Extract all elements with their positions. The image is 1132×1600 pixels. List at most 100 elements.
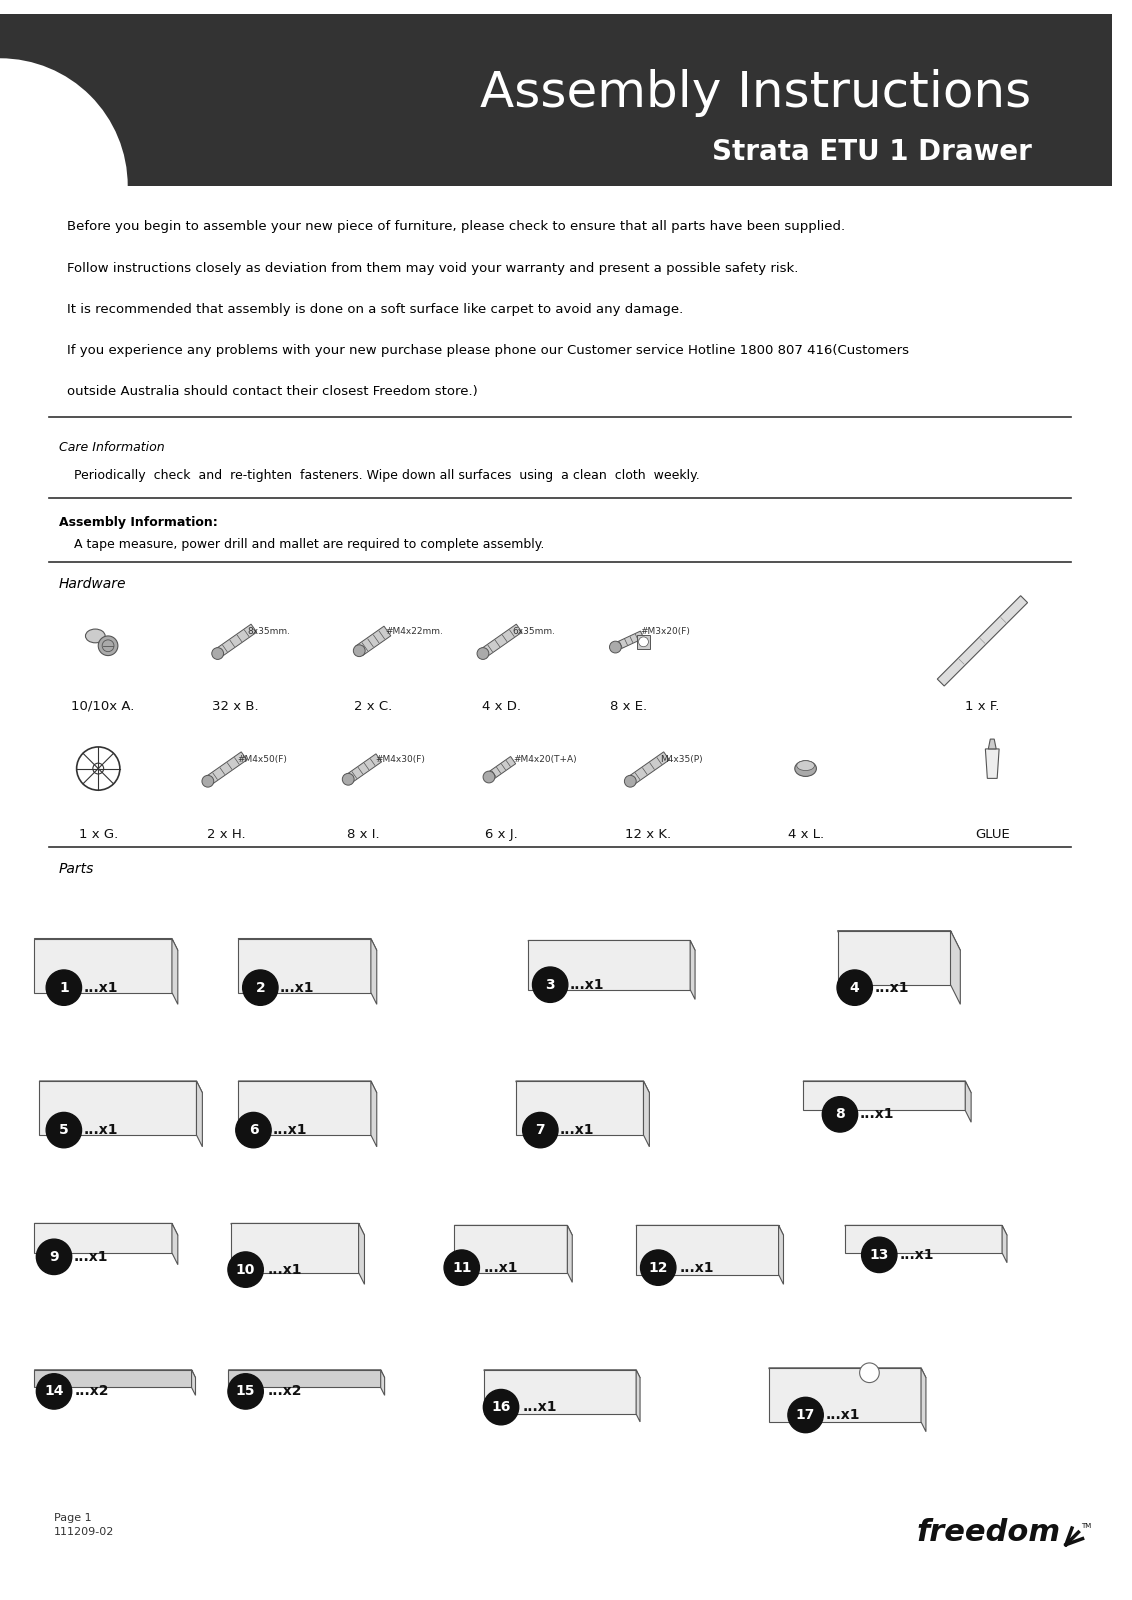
Polygon shape <box>40 1082 197 1134</box>
Text: 1 x F.: 1 x F. <box>966 699 1000 712</box>
Polygon shape <box>779 1226 783 1285</box>
Polygon shape <box>528 941 695 950</box>
Polygon shape <box>172 1224 178 1264</box>
Text: Page 1
111209-02: Page 1 111209-02 <box>54 1514 114 1538</box>
Polygon shape <box>951 931 960 1005</box>
Text: 11: 11 <box>452 1261 472 1275</box>
Text: ...x1: ...x1 <box>523 1400 557 1414</box>
Text: Assembly Information:: Assembly Information: <box>59 517 217 530</box>
Text: ...x1: ...x1 <box>84 981 118 995</box>
Text: freedom: freedom <box>917 1518 1061 1547</box>
Polygon shape <box>229 1370 385 1378</box>
Text: Strata ETU 1 Drawer: Strata ETU 1 Drawer <box>712 138 1031 165</box>
Polygon shape <box>966 1082 971 1122</box>
Text: Periodically  check  and  re-tighten  fasteners. Wipe down all surfaces  using  : Periodically check and re-tighten fasten… <box>74 469 700 482</box>
Text: 8: 8 <box>835 1107 844 1122</box>
Polygon shape <box>34 1224 172 1253</box>
Text: 32 x B.: 32 x B. <box>213 699 259 712</box>
Text: 6: 6 <box>249 1123 258 1138</box>
Polygon shape <box>803 1082 966 1110</box>
Polygon shape <box>172 939 178 1005</box>
Polygon shape <box>769 1368 926 1378</box>
Text: 4 x L.: 4 x L. <box>788 827 824 840</box>
Text: #M4x22mm.: #M4x22mm. <box>385 627 443 635</box>
Text: If you experience any problems with your new purchase please phone our Customer : If you experience any problems with your… <box>67 344 909 357</box>
Bar <box>636 635 651 648</box>
Polygon shape <box>567 1226 573 1282</box>
Circle shape <box>532 966 568 1002</box>
Text: ...x1: ...x1 <box>560 1123 594 1138</box>
Polygon shape <box>40 1082 203 1093</box>
Ellipse shape <box>795 760 816 776</box>
Circle shape <box>638 637 649 646</box>
Circle shape <box>609 642 621 653</box>
Circle shape <box>477 648 489 659</box>
Text: ...x1: ...x1 <box>569 978 604 992</box>
Text: ...x1: ...x1 <box>680 1261 714 1275</box>
Polygon shape <box>988 739 996 749</box>
Polygon shape <box>803 1082 971 1093</box>
Polygon shape <box>921 1368 926 1432</box>
Polygon shape <box>1002 1226 1007 1262</box>
Text: 2 x C.: 2 x C. <box>354 699 393 712</box>
Circle shape <box>483 1389 518 1426</box>
Circle shape <box>837 970 873 1005</box>
Polygon shape <box>480 624 522 658</box>
Circle shape <box>242 970 278 1005</box>
Text: #M3x20(F): #M3x20(F) <box>641 627 691 635</box>
Circle shape <box>353 645 366 656</box>
Polygon shape <box>844 1226 1007 1235</box>
Text: 14: 14 <box>44 1384 63 1398</box>
Polygon shape <box>205 752 247 786</box>
Polygon shape <box>636 1226 783 1235</box>
Text: Follow instructions closely as deviation from them may void your warranty and pr: Follow instructions closely as deviation… <box>67 262 798 275</box>
Text: #M4x50(F): #M4x50(F) <box>238 755 288 763</box>
Text: ...x2: ...x2 <box>75 1384 109 1398</box>
Circle shape <box>212 648 224 659</box>
Text: 1: 1 <box>59 981 69 995</box>
Polygon shape <box>238 939 377 950</box>
Circle shape <box>46 970 82 1005</box>
Text: ...x2: ...x2 <box>267 1384 302 1398</box>
Circle shape <box>788 1397 823 1432</box>
Circle shape <box>822 1096 858 1133</box>
Polygon shape <box>985 749 1000 778</box>
Polygon shape <box>454 1226 573 1235</box>
Text: Hardware: Hardware <box>59 578 127 590</box>
Text: 4: 4 <box>850 981 859 995</box>
Polygon shape <box>355 626 391 656</box>
Polygon shape <box>528 941 691 990</box>
Polygon shape <box>34 1370 196 1378</box>
Text: 2: 2 <box>256 981 265 995</box>
Text: 12: 12 <box>649 1261 668 1275</box>
Text: ...x1: ...x1 <box>84 1123 118 1138</box>
Text: ...x1: ...x1 <box>273 1123 308 1138</box>
Polygon shape <box>937 595 1028 686</box>
Text: Assembly Instructions: Assembly Instructions <box>480 69 1031 117</box>
Polygon shape <box>34 1224 178 1235</box>
Polygon shape <box>371 1082 377 1147</box>
Circle shape <box>46 1112 82 1147</box>
Text: Parts: Parts <box>59 862 94 875</box>
Text: 6 x J.: 6 x J. <box>484 827 517 840</box>
Text: 16: 16 <box>491 1400 511 1414</box>
Polygon shape <box>238 1082 377 1093</box>
Text: Care Information: Care Information <box>59 442 164 454</box>
Polygon shape <box>838 931 951 984</box>
Polygon shape <box>627 752 669 786</box>
Polygon shape <box>345 754 381 784</box>
Polygon shape <box>191 1370 196 1395</box>
Text: 4 x D.: 4 x D. <box>481 699 521 712</box>
Circle shape <box>444 1250 480 1285</box>
Ellipse shape <box>797 760 814 771</box>
Text: #M4x30(F): #M4x30(F) <box>376 755 426 763</box>
Text: 12 x K.: 12 x K. <box>625 827 671 840</box>
Polygon shape <box>483 1370 636 1414</box>
Polygon shape <box>454 1226 567 1272</box>
FancyBboxPatch shape <box>0 14 1112 186</box>
Text: #M4x20(T+A): #M4x20(T+A) <box>513 755 576 763</box>
Polygon shape <box>231 1224 365 1235</box>
Text: ...x1: ...x1 <box>874 981 909 995</box>
Text: Before you begin to assemble your new piece of furniture, please check to ensure: Before you begin to assemble your new pi… <box>67 221 844 234</box>
Text: ...x1: ...x1 <box>74 1250 109 1264</box>
